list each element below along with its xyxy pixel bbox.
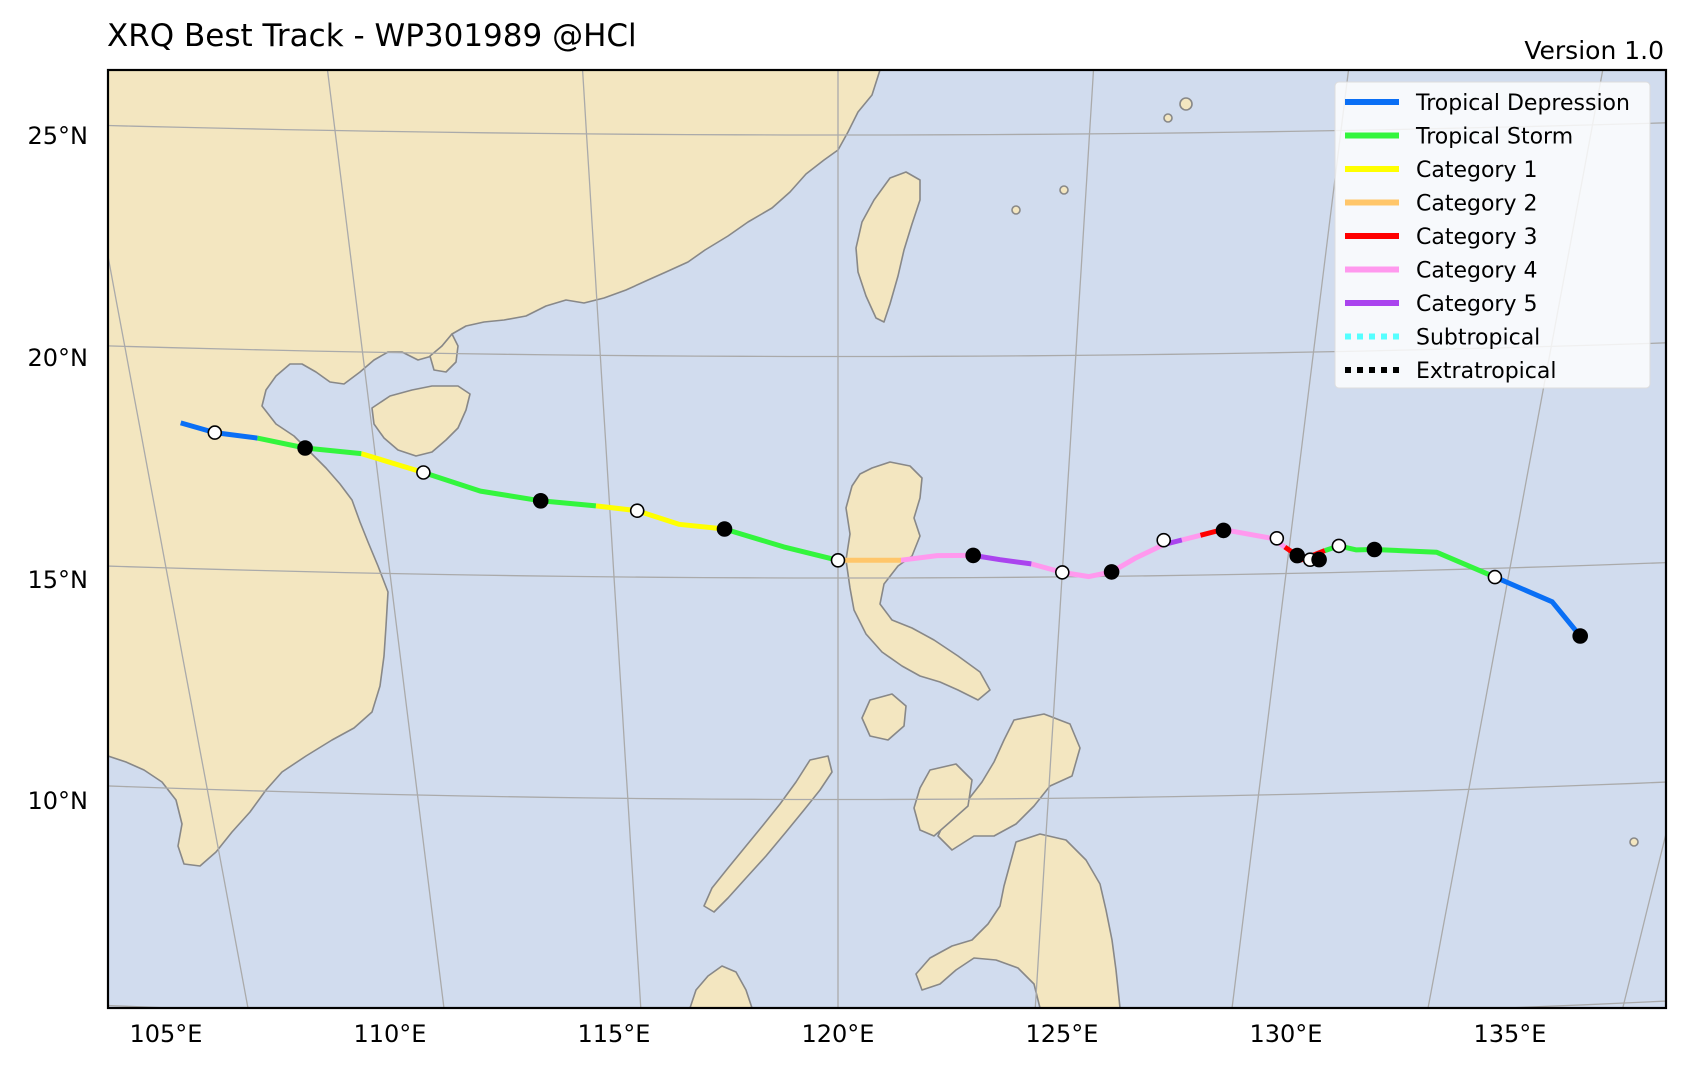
map-frame xyxy=(106,68,1668,1010)
track-point-00z xyxy=(716,521,733,537)
lon-label-110: 110°E xyxy=(354,1020,427,1048)
lon-label-135: 135°E xyxy=(1474,1020,1547,1048)
legend-label: Category 5 xyxy=(1416,292,1537,317)
lat-label-25: 25°N xyxy=(28,122,89,150)
lat-labels: 25°N 20°N 15°N 10°N xyxy=(28,122,89,815)
track-point-00z xyxy=(1289,547,1305,564)
legend-label: Tropical Depression xyxy=(1415,91,1630,116)
track-segment xyxy=(595,503,725,532)
track-point-12z xyxy=(1331,538,1347,554)
legend-label: Category 3 xyxy=(1416,225,1537,250)
meridian-110 xyxy=(326,70,445,1008)
land-islet xyxy=(1629,837,1639,847)
land-layer xyxy=(108,70,1639,1008)
track-point-12z xyxy=(629,503,645,519)
track-point-12z xyxy=(416,465,431,480)
land-taiwan xyxy=(855,171,921,323)
track-segment xyxy=(900,552,974,563)
land-mindanao xyxy=(915,833,1121,1008)
land-luzon xyxy=(845,461,991,701)
track-segment xyxy=(1493,574,1583,638)
legend: Tropical Depression Tropical Storm Categor… xyxy=(1334,81,1651,389)
legend-label: Tropical Storm xyxy=(1415,125,1573,150)
track-segment xyxy=(1181,532,1202,543)
land-palawan xyxy=(703,755,833,913)
lon-label-115: 115°E xyxy=(578,1020,651,1048)
legend-label: Subtropical xyxy=(1416,326,1540,351)
map-title: XRQ Best Track - WP301989 @HCl xyxy=(107,18,637,54)
meridian-140 xyxy=(1622,831,1666,1008)
track-segment xyxy=(422,470,597,509)
land-visayas xyxy=(937,713,1081,851)
track-point-12z xyxy=(1269,530,1285,546)
land-hainan xyxy=(371,385,471,457)
track-point-00z xyxy=(965,547,982,564)
land-borneo xyxy=(689,965,753,1008)
legend-label: Category 4 xyxy=(1416,259,1537,284)
meridian-125 xyxy=(1034,70,1095,1008)
track-point-12z xyxy=(1055,565,1070,580)
lon-label-120: 120°E xyxy=(802,1020,875,1048)
lon-label-105: 105°E xyxy=(130,1020,203,1048)
track-point-00z xyxy=(1215,522,1232,539)
track-markers xyxy=(207,425,1588,644)
track-point-00z xyxy=(1311,551,1327,568)
lat-label-10: 10°N xyxy=(28,787,89,815)
lat-label-20: 20°N xyxy=(28,344,89,372)
land-islet xyxy=(1163,113,1173,123)
track-point-12z xyxy=(830,552,846,568)
track-point-12z xyxy=(1156,532,1171,548)
legend-label: Extratropical xyxy=(1416,359,1557,384)
track-point-00z xyxy=(1103,564,1120,580)
land-mainland-asia xyxy=(108,70,881,867)
lon-label-130: 130°E xyxy=(1250,1020,1323,1048)
track-point-12z xyxy=(1487,569,1503,585)
land-islet xyxy=(1011,205,1021,215)
legend-box xyxy=(1334,81,1651,389)
legend-label: Category 1 xyxy=(1416,158,1537,183)
lon-label-125: 125°E xyxy=(1026,1020,1099,1048)
land-mindoro xyxy=(861,693,907,741)
track-point-00z xyxy=(1366,541,1383,558)
land-islet xyxy=(1179,97,1193,111)
lon-labels: 105°E 110°E 115°E 120°E 125°E 130°E 135°… xyxy=(130,1020,1547,1048)
land-islet xyxy=(1059,185,1069,195)
meridian-105 xyxy=(108,252,249,1008)
track-point-00z xyxy=(532,492,549,509)
legend-label: Category 2 xyxy=(1416,192,1537,217)
track-point-00z xyxy=(1572,628,1588,644)
track-segment xyxy=(723,526,839,563)
land-panay-negros xyxy=(913,763,973,837)
track-segment xyxy=(972,552,1032,567)
track-point-12z xyxy=(207,425,223,440)
track-point-00z xyxy=(297,440,313,456)
meridian-115 xyxy=(581,70,642,1008)
version-label: Version 1.0 xyxy=(1524,36,1664,65)
track-segment xyxy=(360,451,425,475)
lat-label-15: 15°N xyxy=(28,566,89,594)
